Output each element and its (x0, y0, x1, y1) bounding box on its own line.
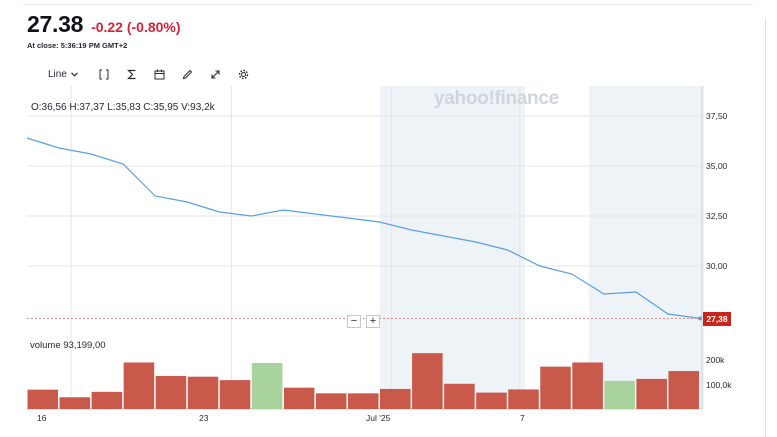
volume-bar (155, 375, 187, 409)
expand-icon[interactable] (208, 66, 224, 82)
volume-bar (380, 388, 411, 409)
price-y-tick-label: 35,00 (706, 161, 728, 171)
current-price: 27.38 (27, 11, 84, 37)
calendar-icon[interactable] (152, 66, 168, 82)
volume-bar (412, 353, 443, 409)
price-change: -0.22 (-0.80%) (91, 19, 181, 35)
settings-gear-icon[interactable] (236, 66, 252, 82)
zoom-in-button[interactable]: + (366, 315, 380, 328)
volume-bar (444, 383, 475, 409)
chevron-down-icon (71, 69, 78, 80)
volume-bar (476, 392, 507, 409)
yahoo-finance-watermark: yahoo!finance (434, 88, 559, 109)
price-y-tick-label: 32,50 (706, 211, 728, 221)
x-tick-label: 16 (37, 413, 47, 423)
volume-bar (315, 393, 347, 409)
week-shade-band (380, 86, 525, 409)
volume-bar (636, 378, 667, 409)
volume-label: volume 93,199,00 (30, 340, 106, 351)
x-tick-label: 23 (199, 413, 209, 423)
draw-pencil-icon[interactable] (180, 66, 196, 82)
x-tick-label: Jul '25 (366, 413, 391, 423)
volume-bar (508, 389, 539, 409)
at-close-time: At close: 5:36:19 PM GMT+2 (27, 41, 128, 50)
volume-bar (123, 362, 155, 409)
price-row: 27.38 -0.22 (-0.80%) (27, 11, 181, 38)
volume-bar (91, 391, 123, 409)
chart-type-dropdown[interactable]: Line (48, 69, 78, 80)
x-tick-label: 7 (520, 413, 525, 423)
zoom-out-button[interactable]: − (347, 315, 361, 328)
last-price-tag: 27,38 (703, 312, 731, 326)
indicators-sigma-icon[interactable] (124, 66, 140, 82)
volume-bar (27, 389, 59, 409)
volume-bar (572, 362, 603, 409)
volume-bar (604, 380, 635, 409)
volume-bar (283, 387, 315, 409)
compare-bracket-icon[interactable] (96, 66, 112, 82)
volume-y-tick-label: 200k (706, 355, 725, 366)
volume-bar (219, 380, 251, 409)
price-y-tick-label: 37,50 (706, 111, 728, 121)
price-line (26, 137, 701, 319)
quote-header: 27.38 -0.22 (-0.80%) At close: 5:36:19 P… (27, 11, 181, 50)
volume-y-tick-label: 100,0k (706, 379, 732, 390)
chart-type-label: Line (48, 68, 67, 80)
week-shade-band (589, 86, 704, 409)
volume-bar (251, 362, 283, 409)
volume-bar (187, 376, 219, 409)
volume-bar (59, 397, 91, 409)
top-divider (23, 4, 753, 5)
volume-bar (347, 393, 379, 409)
page-right-border (765, 18, 766, 437)
price-y-tick-label: 30,00 (706, 261, 728, 271)
volume-bar (668, 371, 699, 409)
chart-toolbar: Line (48, 66, 264, 82)
ohlc-readout: O:36,56 H:37,37 L:35,83 C:35,95 V:93,2k (31, 102, 215, 113)
volume-bar (540, 366, 571, 409)
